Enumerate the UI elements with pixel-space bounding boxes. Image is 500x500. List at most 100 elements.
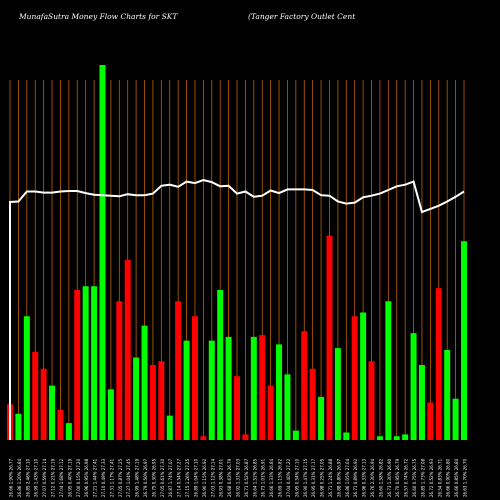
money-flow-bar (15, 413, 22, 440)
x-tick-label: 26.98 0.25% 27.05 (320, 458, 325, 497)
x-tick-label: 26.96 0.33% 27.13 (362, 458, 367, 497)
money-flow-bar (276, 344, 283, 440)
x-tick-label: 27.00 0.15% 27.20 (76, 458, 81, 497)
x-tick-label: 26.85 1.73% 27.08 (420, 458, 425, 497)
money-flow-bar (393, 436, 400, 440)
x-tick-label: 26.60 0.75% 26.75 (412, 458, 417, 497)
money-flow-bar (309, 368, 316, 440)
money-flow-bar (376, 436, 383, 440)
money-flow-bar (166, 415, 173, 440)
money-flow-bar (141, 325, 148, 440)
x-tick-label: 26.70 0.95% 26.79 (395, 458, 400, 497)
money-flow-bar (149, 365, 156, 440)
company-name: (Tanger Factory Outlet Cent (248, 12, 356, 21)
x-tick-label: 26.60 1.58% 26.82 (378, 458, 383, 497)
money-flow-bar (385, 301, 392, 440)
x-tick-label: 26.99 1.43% 27.10 (34, 458, 39, 497)
x-tick-label: 26.66 0.85% 26.84 (454, 458, 459, 497)
x-tick-label: 26.79 0.50% 26.97 (143, 458, 148, 497)
x-tick-label: 27.04 1.68% 27.12 (59, 458, 64, 497)
money-flow-bar (444, 350, 451, 440)
x-tick-label: 26.57 0.74% 26.72 (404, 458, 409, 497)
x-tick-label: 26.76 2.30% 26.94 (370, 458, 375, 497)
price-line (9, 178, 465, 440)
x-tick-label: 27.05 0.61% 27.30 (160, 458, 165, 497)
money-flow-bar (200, 436, 207, 440)
money-flow-bar (107, 389, 114, 440)
money-flow-bar (351, 316, 358, 440)
x-tick-label: 27.27 1.04% 27.45 (126, 458, 131, 497)
money-flow-bar (292, 430, 299, 440)
x-tick-label: 27.03 1.12% 27.14 (210, 458, 215, 497)
money-flow-bar (208, 340, 215, 440)
x-tick-label: 26.92 1.31% 27.03 (236, 458, 241, 497)
x-tick-label: 27.14 0.54% 27.27 (177, 458, 182, 497)
x-tick-label: 26.69 1.15% 26.82 (278, 458, 283, 497)
money-flow-bar (158, 361, 165, 440)
money-flow-bar (259, 335, 266, 440)
money-flow-bar (183, 340, 190, 440)
x-tick-label: 26.93 0.38% 27.01 (219, 458, 224, 497)
x-tick-label: 26.95 0.31% 27.17 (311, 458, 316, 497)
money-flow-bar (267, 385, 274, 440)
x-tick-label: 26.87 1.74% 27.07 (168, 458, 173, 497)
x-tick-label: 27.12 0.21% 27.19 (51, 458, 56, 497)
money-flow-bar (74, 290, 81, 440)
x-tick-label: 26.71 0.89% 26.92 (353, 458, 358, 497)
chart-title: MunafaSutra Money Flow Charts for SKT (19, 12, 178, 21)
x-axis-labels: 26.66 1.90% 26.77 26.86 1.20% 26.84 26.85 … (9, 458, 468, 497)
money-flow-bar (242, 434, 249, 440)
money-flow-bar (91, 286, 98, 440)
x-tick-label: 26.66 1.33% 26.84 (269, 458, 274, 497)
money-flow-bars (7, 65, 467, 440)
x-tick-label: 26.71 1.24% 26.88 (328, 458, 333, 497)
money-flow-bar (418, 365, 425, 440)
money-flow-bar (318, 396, 325, 440)
x-tick-label: 26.95 0.40% 27.19 (67, 458, 72, 497)
money-flow-bar (410, 333, 417, 440)
x-tick-label: 26.73 1.30% 26.90 (387, 458, 392, 497)
money-flow-bar (250, 336, 257, 440)
money-flow-bar (99, 65, 106, 440)
money-flow-bar (452, 398, 459, 440)
money-flow-bar (461, 241, 467, 440)
money-flow-bar (368, 361, 375, 440)
money-flow-bar (435, 288, 442, 440)
money-flow-bar (301, 331, 308, 440)
x-tick-label: 26.73 1.01% 26.91 (261, 458, 266, 497)
x-tick-label: 27.21 1.44% 27.41 (93, 458, 98, 497)
x-tick-label: 26.71 0.52% 26.87 (244, 458, 249, 497)
x-tick-label: 26.90 1.15% 26.92 (202, 458, 207, 497)
money-flow-bar (40, 368, 47, 440)
x-tick-label: 26.54 0.83% 26.71 (437, 458, 442, 497)
x-tick-label: 26.63 1.70% 26.70 (463, 458, 468, 497)
x-tick-label: 26.95 0.54% 27.10 (294, 458, 299, 497)
money-flow-bar (191, 316, 198, 440)
x-tick-label: 26.85 2.46% 27.10 (25, 458, 30, 497)
x-tick-label: 26.68 0.63% 26.79 (227, 458, 232, 497)
money-flow-bar (124, 260, 131, 440)
money-flow-bar (284, 374, 291, 440)
x-tick-label: 27.05 0.87% 27.25 (118, 458, 123, 497)
x-tick-label: 26.75 0.30% 26.95 (151, 458, 156, 497)
money-flow-bar (49, 385, 56, 440)
x-tick-label: 26.90 1.47% 27.15 (303, 458, 308, 497)
money-flow-bar (57, 410, 64, 440)
money-flow-bar (23, 316, 30, 440)
money-flow-bar (402, 434, 409, 440)
money-flow-bar (32, 351, 39, 440)
x-tick-label: 27.10 0.49% 27.33 (101, 458, 106, 497)
x-tick-label: 27.04 0.40% 27.22 (286, 458, 291, 497)
x-tick-label: 27.07 0.59% 27.14 (42, 458, 47, 497)
money-flow-bar (234, 376, 240, 440)
money-flow-bar (427, 402, 434, 440)
money-flow-bar (82, 286, 89, 440)
money-flow-bar (133, 357, 140, 440)
money-flow-bar (360, 312, 367, 440)
x-tick-label: 27.31 1.17% 27.41 (109, 458, 114, 497)
x-tick-label: 27.15 1.26% 27.25 (185, 458, 190, 497)
x-tick-label: 26.64 1.52% 26.85 (252, 458, 257, 497)
money-flow-bar (217, 290, 224, 440)
money-flow-bar (116, 301, 123, 440)
money-flow-bar (65, 423, 72, 440)
